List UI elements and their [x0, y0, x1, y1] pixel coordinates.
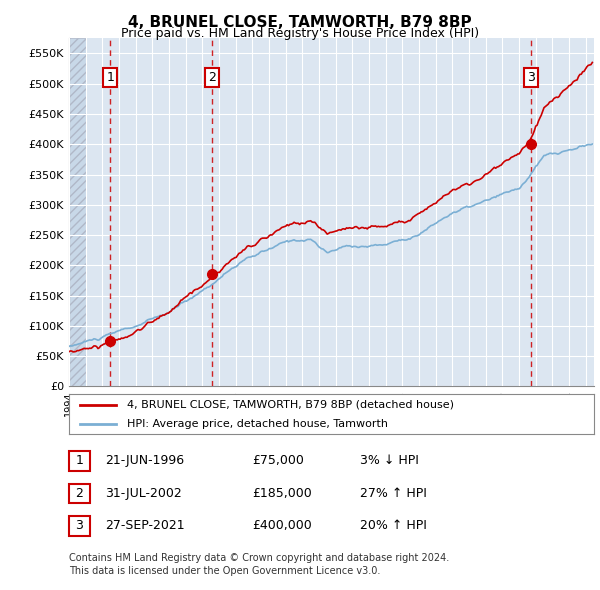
Text: 27-SEP-2021: 27-SEP-2021	[105, 519, 185, 532]
Text: 1: 1	[76, 454, 83, 467]
Bar	[69, 38, 86, 386]
Text: 1: 1	[106, 71, 114, 84]
Text: This data is licensed under the Open Government Licence v3.0.: This data is licensed under the Open Gov…	[69, 566, 380, 576]
Text: 3: 3	[76, 519, 83, 532]
Text: Contains HM Land Registry data © Crown copyright and database right 2024.: Contains HM Land Registry data © Crown c…	[69, 553, 449, 562]
Text: 2: 2	[208, 71, 216, 84]
Text: £400,000: £400,000	[252, 519, 312, 532]
Text: 2: 2	[76, 487, 83, 500]
Text: 3% ↓ HPI: 3% ↓ HPI	[360, 454, 419, 467]
Text: HPI: Average price, detached house, Tamworth: HPI: Average price, detached house, Tamw…	[127, 419, 388, 428]
Text: 20% ↑ HPI: 20% ↑ HPI	[360, 519, 427, 532]
Text: £185,000: £185,000	[252, 487, 312, 500]
Text: 4, BRUNEL CLOSE, TAMWORTH, B79 8BP: 4, BRUNEL CLOSE, TAMWORTH, B79 8BP	[128, 15, 472, 30]
Text: 4, BRUNEL CLOSE, TAMWORTH, B79 8BP (detached house): 4, BRUNEL CLOSE, TAMWORTH, B79 8BP (deta…	[127, 400, 454, 410]
Text: £75,000: £75,000	[252, 454, 304, 467]
Text: 3: 3	[527, 71, 535, 84]
Text: 21-JUN-1996: 21-JUN-1996	[105, 454, 184, 467]
Text: Price paid vs. HM Land Registry's House Price Index (HPI): Price paid vs. HM Land Registry's House …	[121, 27, 479, 40]
Text: 27% ↑ HPI: 27% ↑ HPI	[360, 487, 427, 500]
Text: 31-JUL-2002: 31-JUL-2002	[105, 487, 182, 500]
